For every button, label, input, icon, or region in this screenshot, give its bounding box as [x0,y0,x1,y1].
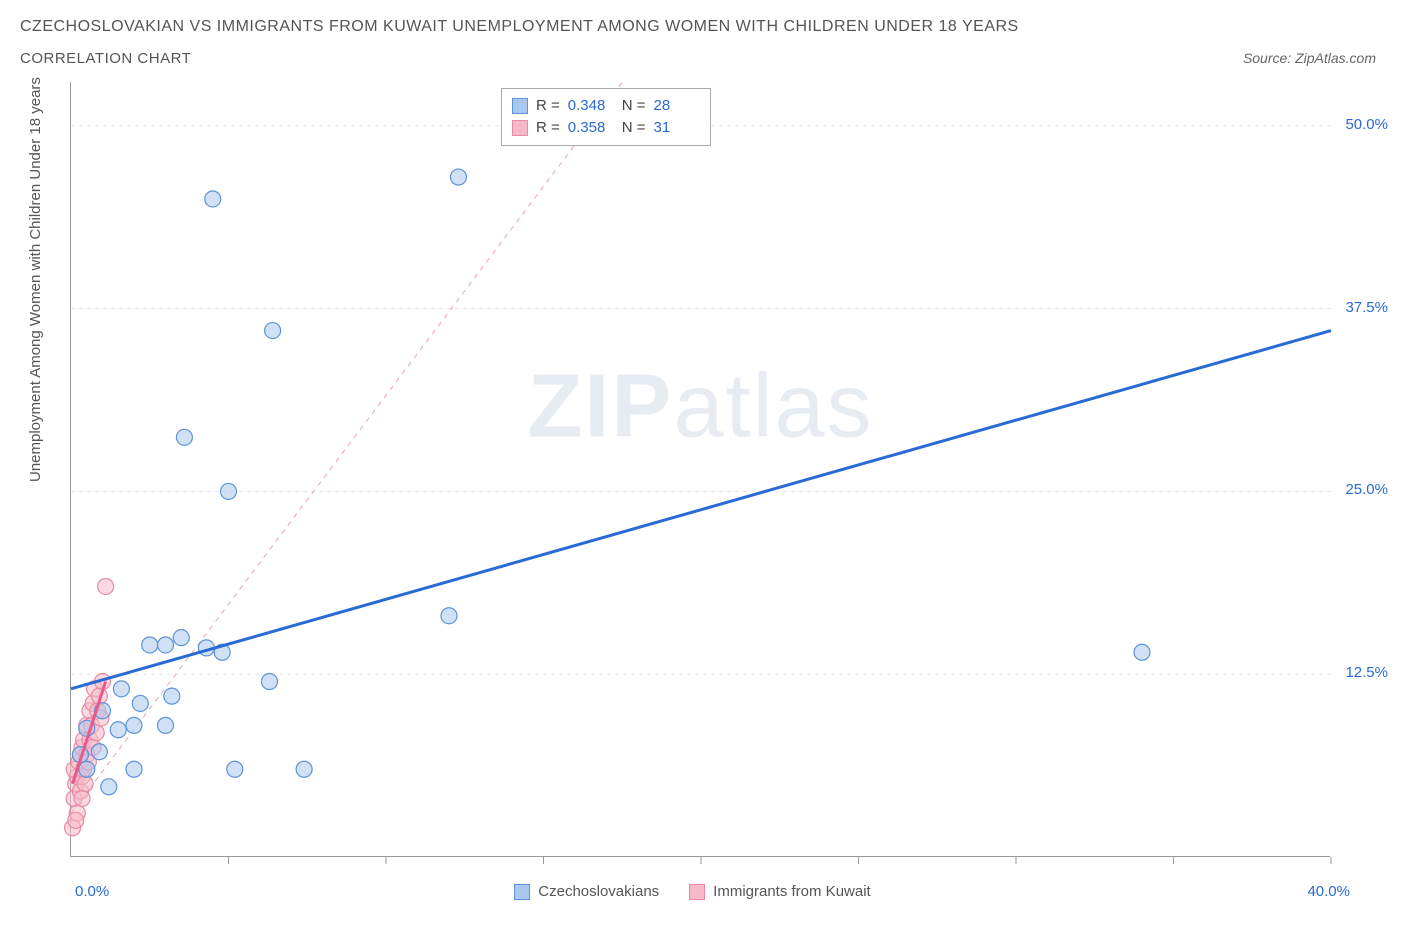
y-tick-label: 50.0% [1345,116,1388,133]
legend-label-b: Immigrants from Kuwait [713,883,871,900]
legend-label-a: Czechoslovakians [538,883,659,900]
y-tick-label: 25.0% [1345,481,1388,498]
y-axis-label: Unemployment Among Women with Children U… [27,77,44,482]
stats-n-value: 28 [654,95,700,117]
stats-n-label: N = [622,117,646,139]
legend-item-kuwait: Immigrants from Kuwait [689,883,871,900]
y-tick-label: 37.5% [1345,299,1388,316]
stats-r-label: R = [536,95,560,117]
chart-title-line1: CZECHOSLOVAKIAN VS IMMIGRANTS FROM KUWAI… [20,18,1019,36]
stats-swatch [512,98,528,114]
stats-r-value: 0.358 [568,117,614,139]
legend-bottom: Czechoslovakians Immigrants from Kuwait [45,883,1340,900]
plot-region: ZIPatlas R =0.348N =28R =0.358N =31 12.5… [70,82,1330,857]
chart-title-line2: CORRELATION CHART [20,50,191,67]
legend-swatch-a [514,884,530,900]
correlation-stats-box: R = 0.348 N = 28 R = 0.358 N = 31 [501,88,711,146]
y-tick-label: 12.5% [1345,664,1388,681]
stats-r-label: R = [536,117,560,139]
stats-n-value: 31 [654,117,700,139]
stats-row: R = 0.358 N = 31 [512,117,700,139]
stats-row: R = 0.348 N = 28 [512,95,700,117]
stats-swatch [512,120,528,136]
legend-swatch-b [689,884,705,900]
chart-area: Unemployment Among Women with Children U… [45,82,1380,902]
stats-n-label: N = [622,95,646,117]
legend-item-czechoslovakians: Czechoslovakians [514,883,659,900]
stats-r-value: 0.348 [568,95,614,117]
source-attribution: Source: ZipAtlas.com [1243,50,1376,66]
